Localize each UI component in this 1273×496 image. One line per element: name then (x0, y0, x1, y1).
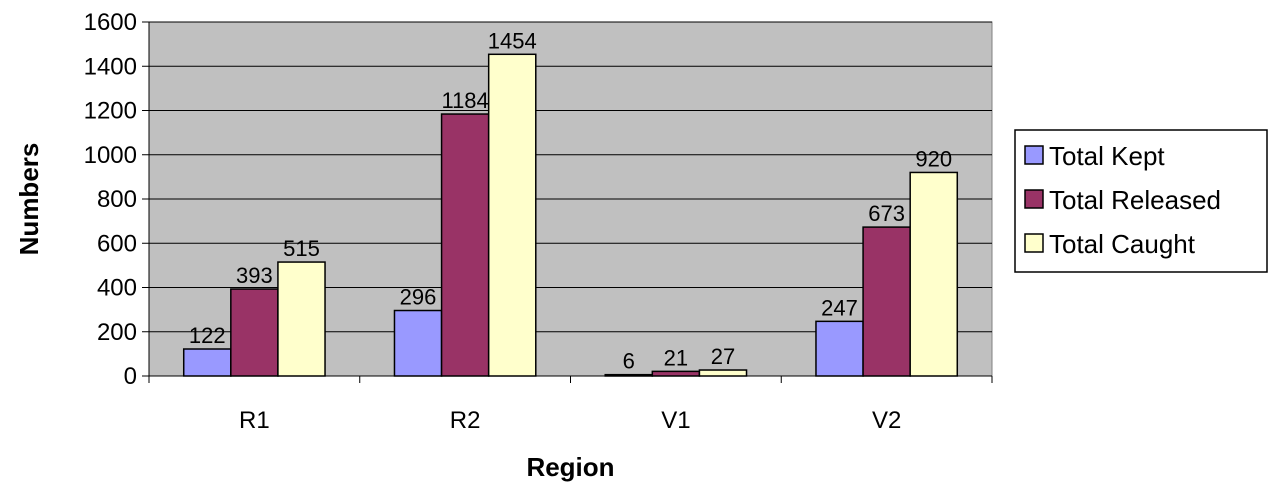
y-tick-label: 1600 (84, 9, 137, 36)
bar (862, 226, 911, 377)
y-tick-label: 1200 (84, 98, 137, 125)
x-tick-labels: R1 R2 V1 V2 (239, 407, 901, 434)
data-label: 393 (236, 263, 273, 288)
y-tick-label: 1000 (84, 142, 137, 169)
y-tick-labels: 0 200 400 600 800 1000 1200 1400 1600 (84, 9, 137, 390)
x-tick-label: V1 (661, 407, 690, 434)
y-tick-label: 400 (97, 275, 137, 302)
bar (230, 288, 279, 377)
data-label: 1184 (441, 88, 488, 113)
data-label: 296 (400, 285, 437, 310)
bars (182, 53, 959, 377)
y-tick-label: 600 (97, 230, 137, 257)
bar (815, 320, 864, 377)
legend-box (1014, 129, 1268, 273)
bar (277, 261, 326, 377)
x-tick-label: R2 (450, 407, 481, 434)
data-label: 515 (283, 236, 320, 261)
data-label: 673 (868, 201, 905, 226)
legend-swatch (1024, 145, 1044, 165)
bar (393, 309, 443, 377)
x-axis-title: Region (526, 452, 614, 482)
y-axis-title: Numbers (14, 143, 44, 256)
legend-label: Total Released (1049, 185, 1221, 215)
data-label: 6 (623, 349, 635, 374)
data-label: 27 (711, 344, 735, 369)
data-label: 21 (664, 345, 688, 370)
data-label: 247 (821, 295, 858, 320)
bar (182, 348, 232, 377)
x-tick-label: V2 (872, 407, 901, 434)
legend-label: Total Kept (1049, 141, 1165, 171)
y-tick-label: 1400 (84, 53, 137, 80)
data-labels: 122 393 515 296 1184 1454 6 21 27 247 673 920 (189, 28, 952, 373)
legend-label: Total Caught (1049, 229, 1196, 259)
data-label: 1454 (488, 28, 537, 53)
data-label: 122 (189, 323, 226, 348)
legend-swatch (1024, 233, 1044, 253)
legend-swatch (1024, 189, 1044, 209)
y-tick-label: 0 (124, 363, 137, 390)
x-tick-label: R1 (239, 407, 270, 434)
y-tick-label: 800 (97, 186, 137, 213)
bar (440, 113, 490, 377)
y-tick-label: 200 (97, 319, 137, 346)
bar (698, 369, 748, 377)
axes (142, 21, 993, 383)
bar (909, 171, 959, 377)
legend: Total Kept Total Released Total Caught (1014, 129, 1268, 273)
bar (651, 370, 701, 377)
bar (487, 53, 537, 377)
data-label: 920 (915, 146, 952, 171)
